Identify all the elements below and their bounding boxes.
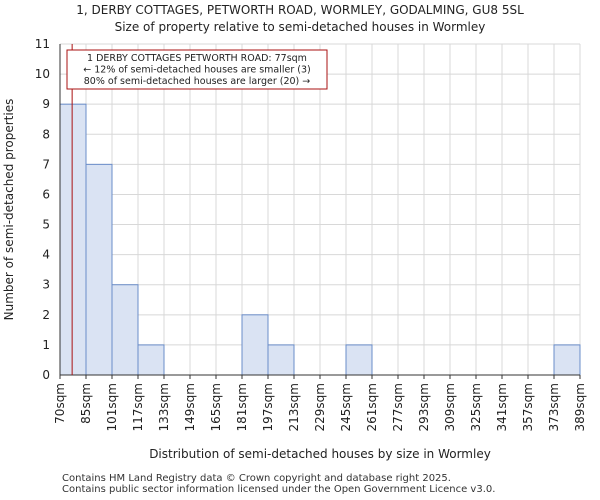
annotation-line-3: 80% of semi-detached houses are larger (… [84, 76, 311, 87]
histogram-bar [59, 103, 87, 376]
y-tick-label: 2 [42, 308, 50, 322]
histogram-bar [111, 284, 139, 376]
y-tick-label: 3 [42, 278, 50, 292]
y-tick-label: 10 [35, 67, 50, 81]
histogram-bar [137, 344, 165, 376]
y-tick-labels: 0 1 2 3 4 5 6 7 8 9 10 11 [35, 37, 50, 382]
chart-title: 1, DERBY COTTAGES, PETWORTH ROAD, WORMLE… [76, 3, 524, 17]
x-tick-label: 325sqm [469, 383, 483, 431]
x-tick-label: 181sqm [235, 383, 249, 431]
x-tick-label: 101sqm [105, 383, 119, 431]
annotation-box: 1 DERBY COTTAGES PETWORTH ROAD: 77sqm ← … [66, 49, 328, 90]
histogram-bars [59, 103, 581, 376]
x-tick-label: 357sqm [521, 383, 535, 431]
annotation-frame [66, 49, 328, 90]
y-tick-label: 0 [42, 368, 50, 382]
y-tick-label: 7 [42, 157, 50, 171]
y-tick-label: 11 [35, 37, 50, 51]
x-tick-label: 149sqm [183, 383, 197, 431]
x-tick-label: 213sqm [287, 383, 301, 431]
annotation-line-1: 1 DERBY COTTAGES PETWORTH ROAD: 77sqm [87, 53, 307, 64]
x-tick-label: 133sqm [157, 383, 171, 431]
histogram-bar [241, 314, 269, 376]
x-tick-label: 117sqm [131, 383, 145, 431]
x-tick-label: 70sqm [53, 383, 67, 424]
chart-subtitle: Size of property relative to semi-detach… [114, 20, 486, 34]
y-tick-label: 4 [42, 248, 50, 262]
histogram-bar [85, 163, 113, 376]
histogram-bar [267, 344, 295, 376]
x-tick-label: 293sqm [417, 383, 431, 431]
x-tick-label: 341sqm [495, 383, 509, 431]
x-tick-label: 309sqm [443, 383, 457, 431]
y-tick-label: 1 [42, 338, 50, 352]
axes [59, 44, 581, 379]
footer-licence: Contains public sector information licen… [62, 484, 496, 495]
x-tick-label: 229sqm [313, 383, 327, 431]
y-tick-label: 9 [42, 97, 50, 111]
footer-copyright: Contains HM Land Registry data © Crown c… [62, 473, 451, 484]
x-tick-label: 197sqm [261, 383, 275, 431]
x-tick-label: 277sqm [391, 383, 405, 431]
annotation-line-2: ← 12% of semi-detached houses are smalle… [83, 65, 311, 76]
x-tick-label: 245sqm [339, 383, 353, 431]
histogram-bar [345, 344, 373, 376]
x-tick-label: 85sqm [79, 383, 93, 424]
y-axis-label: Number of semi-detached properties [2, 99, 16, 321]
x-axis-label: Distribution of semi-detached houses by … [149, 447, 491, 461]
x-tick-labels: 70sqm 85sqm 101sqm 117sqm 133sqm 149sqm 165sqm… [53, 383, 587, 431]
x-tick-label: 373sqm [547, 383, 561, 431]
y-tick-label: 8 [42, 127, 50, 141]
y-tick-label: 5 [42, 218, 50, 232]
histogram-bar [553, 344, 581, 376]
x-tick-label: 389sqm [573, 383, 587, 431]
y-tick-label: 6 [42, 187, 50, 201]
x-tick-label: 261sqm [365, 383, 379, 431]
x-tick-label: 165sqm [209, 383, 223, 431]
